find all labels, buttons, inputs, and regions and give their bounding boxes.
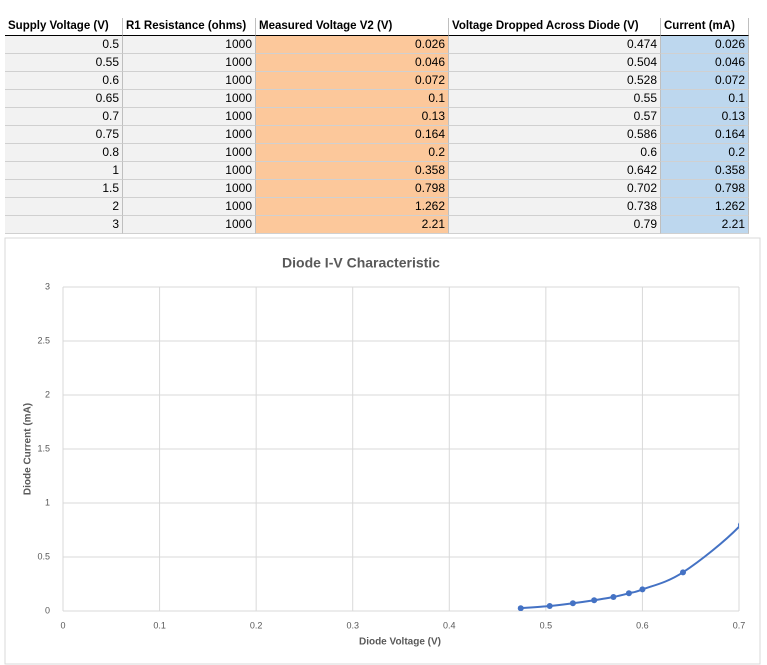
data-point: [737, 522, 739, 528]
y-tick-label: 2: [45, 389, 50, 399]
table-cell[interactable]: 0.55: [5, 54, 123, 72]
x-tick-label: 0.4: [443, 620, 456, 630]
data-point: [517, 605, 524, 611]
y-axis-title: Diode Current (mA): [23, 403, 34, 495]
table-cell[interactable]: 0.57: [449, 108, 661, 126]
table-cell[interactable]: 0.072: [661, 72, 749, 90]
table-cell[interactable]: 1: [5, 162, 123, 180]
y-tick-label: 3: [45, 281, 50, 291]
table-cell[interactable]: 1000: [123, 90, 256, 108]
table-cell[interactable]: 1.262: [661, 198, 749, 216]
table-cell[interactable]: 0.2: [256, 144, 449, 162]
table-cell[interactable]: 0.474: [449, 36, 661, 54]
data-point: [591, 597, 598, 604]
table-cell[interactable]: 1000: [123, 162, 256, 180]
header-cell[interactable]: R1 Resistance (ohms): [123, 18, 256, 36]
table-cell[interactable]: 0.164: [661, 126, 749, 144]
table-cell[interactable]: 0.738: [449, 198, 661, 216]
x-tick-label: 0.6: [636, 620, 649, 630]
data-point: [639, 586, 646, 593]
table-cell[interactable]: 0.046: [661, 54, 749, 72]
table-cell[interactable]: 0.358: [661, 162, 749, 180]
table-cell[interactable]: 3: [5, 216, 123, 234]
table-cell[interactable]: 0.6: [5, 72, 123, 90]
table-cell[interactable]: 0.642: [449, 162, 661, 180]
header-cell[interactable]: Measured Voltage V2 (V): [256, 18, 449, 36]
table-cell[interactable]: 2: [5, 198, 123, 216]
table-cell[interactable]: 0.026: [661, 36, 749, 54]
table-cell[interactable]: 1.5: [5, 180, 123, 198]
table-cell[interactable]: 1.262: [256, 198, 449, 216]
x-axis-title: Diode Voltage (V): [359, 637, 441, 648]
table-cell[interactable]: 2.21: [256, 216, 449, 234]
table-cell[interactable]: 1000: [123, 216, 256, 234]
y-tick-label: 1: [45, 497, 50, 507]
y-tick-label: 0.5: [37, 551, 50, 561]
table-cell[interactable]: 0.13: [661, 108, 749, 126]
x-tick-label: 0.1: [153, 620, 166, 630]
y-tick-label: 1.5: [37, 443, 50, 453]
table-cell[interactable]: 0.702: [449, 180, 661, 198]
table-cell[interactable]: 1000: [123, 180, 256, 198]
data-point: [625, 590, 632, 597]
header-cell[interactable]: Voltage Dropped Across Diode (V): [449, 18, 661, 36]
header-cell[interactable]: Current (mA): [661, 18, 749, 36]
table-cell[interactable]: 0.1: [256, 90, 449, 108]
y-tick-label: 0: [45, 605, 50, 615]
data-point: [679, 569, 686, 576]
table-cell[interactable]: 0.2: [661, 144, 749, 162]
table-cell[interactable]: 2.21: [661, 216, 749, 234]
table-cell[interactable]: 1000: [123, 198, 256, 216]
data-point: [569, 600, 576, 607]
plot-series: [517, 522, 739, 611]
table-cell[interactable]: 0.65: [5, 90, 123, 108]
table-cell[interactable]: 1000: [123, 54, 256, 72]
table-cell[interactable]: 1000: [123, 144, 256, 162]
table-cell[interactable]: 1000: [123, 108, 256, 126]
chart-title: Diode I-V Characteristic: [282, 255, 440, 271]
table-cell[interactable]: 0.1: [661, 90, 749, 108]
x-tick-label: 0.3: [346, 620, 359, 630]
data-point: [546, 603, 553, 610]
table-cell[interactable]: 0.55: [449, 90, 661, 108]
header-cell[interactable]: Supply Voltage (V): [5, 18, 123, 36]
table-cell[interactable]: 0.072: [256, 72, 449, 90]
table-cell[interactable]: 0.79: [449, 216, 661, 234]
table-cell[interactable]: 0.358: [256, 162, 449, 180]
x-tick-label: 0: [60, 620, 65, 630]
table-cell[interactable]: 0.798: [256, 180, 449, 198]
table-cell[interactable]: 0.7: [5, 108, 123, 126]
table-cell[interactable]: 1000: [123, 126, 256, 144]
x-tick-label: 0.2: [250, 620, 263, 630]
table-cell[interactable]: 0.8: [5, 144, 123, 162]
table-cell[interactable]: 0.046: [256, 54, 449, 72]
table-cell[interactable]: 0.164: [256, 126, 449, 144]
x-tick-label: 0.7: [733, 620, 746, 630]
table-cell[interactable]: 0.798: [661, 180, 749, 198]
table-cell[interactable]: 0.13: [256, 108, 449, 126]
table-cell[interactable]: 1000: [123, 36, 256, 54]
table-cell[interactable]: 0.528: [449, 72, 661, 90]
table-cell[interactable]: 0.504: [449, 54, 661, 72]
x-tick-label: 0.5: [540, 620, 553, 630]
table-cell[interactable]: 1000: [123, 72, 256, 90]
table-cell[interactable]: 0.5: [5, 36, 123, 54]
data-point: [610, 593, 617, 600]
table-cell[interactable]: 0.026: [256, 36, 449, 54]
table-cell[interactable]: 0.586: [449, 126, 661, 144]
table-cell[interactable]: 0.75: [5, 126, 123, 144]
table-cell[interactable]: 0.6: [449, 144, 661, 162]
y-tick-label: 2.5: [37, 335, 50, 345]
